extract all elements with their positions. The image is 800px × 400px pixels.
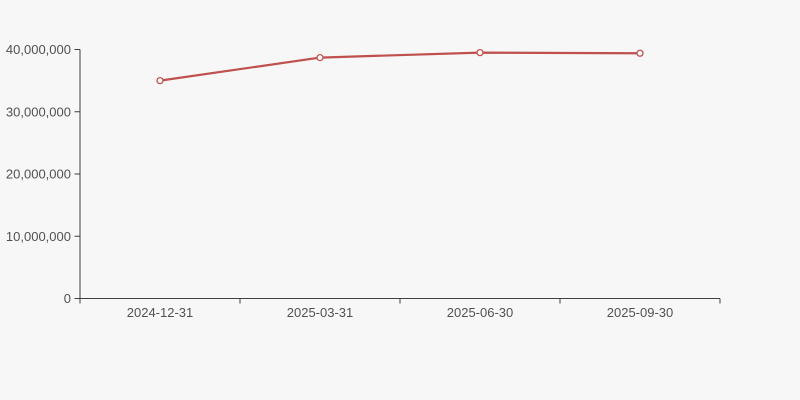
y-tick-label: 20,000,000 xyxy=(6,167,71,182)
x-tick-label: 2025-09-30 xyxy=(607,305,674,320)
series-line xyxy=(158,51,642,82)
y-tick-label: 40,000,000 xyxy=(6,42,71,57)
x-tick-label: 2025-06-30 xyxy=(447,305,514,320)
x-tick-label: 2025-03-31 xyxy=(287,305,354,320)
data-point-marker xyxy=(156,76,164,85)
x-tick-label: 2024-12-31 xyxy=(127,305,194,320)
data-point-marker xyxy=(316,53,324,62)
y-tick-label: 30,000,000 xyxy=(6,104,71,119)
y-tick-label: 10,000,000 xyxy=(6,229,71,244)
y-tick-label: 0 xyxy=(64,291,71,306)
data-point-marker xyxy=(636,49,644,57)
data-point-marker xyxy=(476,48,484,57)
